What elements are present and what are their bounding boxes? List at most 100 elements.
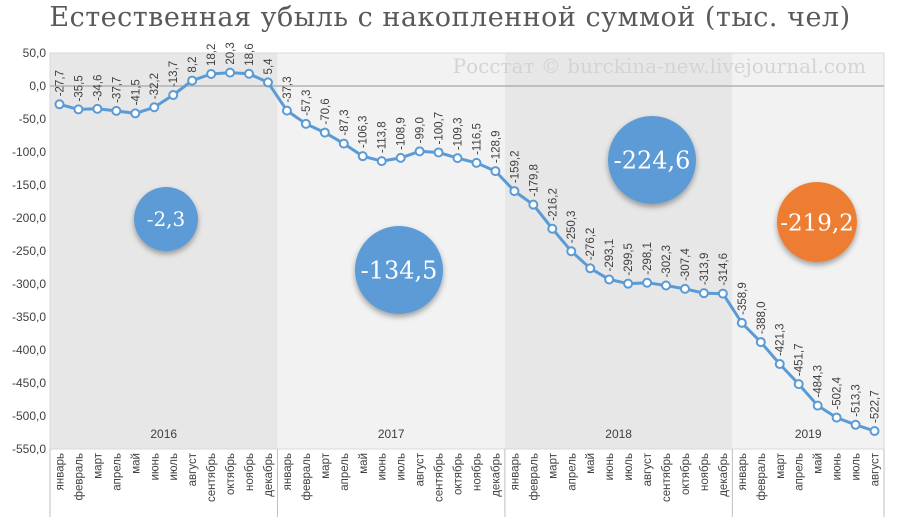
data-label: -313,9	[699, 253, 711, 286]
data-point	[187, 75, 198, 86]
data-point	[357, 151, 368, 162]
year-band-2016	[50, 53, 278, 449]
month-tick-label: май	[813, 453, 825, 474]
year-total-label-2018: -224,6	[614, 147, 691, 175]
data-label: -388,0	[756, 301, 768, 334]
data-label: -99,0	[415, 117, 427, 143]
month-tick-label: февраль	[756, 453, 768, 500]
month-tick-label: ноябрь	[244, 453, 256, 491]
y-tick-label: -550,0	[12, 442, 46, 456]
data-point	[869, 425, 880, 436]
y-tick-label: -500,0	[12, 409, 46, 423]
data-label: 18,6	[244, 43, 256, 65]
y-tick-label: -300,0	[12, 277, 46, 291]
month-tick-label: июль	[851, 453, 863, 481]
data-label: -27,7	[54, 70, 66, 96]
month-tick-label: июль	[168, 453, 180, 481]
data-label: -421,3	[775, 323, 787, 356]
data-label: -298,1	[642, 242, 654, 275]
y-tick-label: -200,0	[12, 211, 46, 225]
data-label: -87,3	[339, 109, 351, 135]
month-tick-label: август	[870, 452, 882, 486]
month-tick-label: март	[92, 452, 104, 478]
data-label: 5,4	[263, 58, 275, 75]
month-tick-label: сентябрь	[206, 453, 218, 502]
data-point	[168, 90, 179, 101]
data-point	[338, 138, 349, 149]
data-label: -106,3	[358, 116, 370, 149]
data-point	[281, 105, 292, 116]
month-tick-label: октябрь	[225, 453, 237, 495]
data-point	[793, 379, 804, 390]
data-point	[433, 147, 444, 158]
month-tick-label: февраль	[73, 453, 85, 500]
data-point	[585, 263, 596, 274]
month-tick-label: ноябрь	[699, 453, 711, 491]
data-point	[679, 283, 690, 294]
data-point	[661, 280, 672, 291]
data-point	[111, 105, 122, 116]
data-point	[509, 186, 520, 197]
month-tick-label: апрель	[111, 453, 123, 491]
year-band-2018	[504, 53, 733, 449]
data-point	[149, 102, 160, 113]
month-tick-label: январь	[282, 453, 294, 490]
data-point	[831, 412, 842, 423]
data-label: -522,7	[870, 390, 882, 423]
data-label: -34,6	[92, 75, 104, 101]
data-point	[547, 223, 558, 234]
data-point	[395, 152, 406, 163]
data-point	[774, 359, 785, 370]
month-tick-label: март	[547, 452, 559, 478]
data-point	[850, 419, 861, 430]
data-label: -100,7	[434, 112, 446, 145]
data-point	[528, 199, 539, 210]
data-label: -314,6	[718, 253, 730, 286]
data-point	[812, 400, 823, 411]
data-point	[73, 104, 84, 115]
month-tick-label: март	[775, 452, 787, 478]
year-label-2016: 2016	[150, 427, 177, 441]
data-label: -502,4	[832, 376, 844, 409]
y-tick-label: -350,0	[12, 310, 46, 324]
data-point	[225, 67, 236, 78]
data-point	[490, 166, 501, 177]
data-point	[471, 157, 482, 168]
month-tick-label: декабрь	[718, 453, 730, 497]
y-tick-label: -450,0	[12, 376, 46, 390]
data-point	[452, 153, 463, 164]
data-point	[319, 127, 330, 138]
data-point	[376, 156, 387, 167]
data-label: -250,3	[566, 211, 578, 244]
data-point	[755, 337, 766, 348]
month-tick-label: август	[187, 452, 199, 486]
month-tick-label: январь	[509, 453, 521, 490]
data-point	[736, 317, 747, 328]
data-label: -37,7	[111, 77, 123, 103]
data-point	[642, 277, 653, 288]
month-tick-label: декабрь	[263, 453, 275, 497]
year-label-2018: 2018	[605, 427, 632, 441]
data-label: -57,3	[301, 90, 313, 116]
data-point	[717, 288, 728, 299]
data-label: -276,2	[585, 228, 597, 261]
y-tick-label: 50,0	[23, 46, 47, 60]
month-tick-label: июль	[396, 453, 408, 481]
month-tick-label: январь	[54, 453, 66, 490]
data-label: -116,5	[471, 123, 483, 155]
y-tick-label: -150,0	[12, 178, 46, 192]
data-label: -451,7	[794, 344, 806, 377]
data-label: -32,2	[149, 73, 161, 99]
data-point	[604, 274, 615, 285]
month-tick-label: май	[585, 453, 597, 474]
month-tick-label: июнь	[149, 453, 161, 480]
month-tick-label: сентябрь	[661, 453, 673, 502]
year-total-label-2017: -134,5	[361, 257, 438, 285]
data-point	[414, 146, 425, 157]
data-label: -293,1	[604, 239, 616, 272]
data-label: -128,9	[490, 130, 502, 163]
year-total-label-2019: -219,2	[780, 210, 854, 236]
data-label: -35,5	[73, 75, 85, 101]
y-tick-label: -50,0	[19, 112, 47, 126]
